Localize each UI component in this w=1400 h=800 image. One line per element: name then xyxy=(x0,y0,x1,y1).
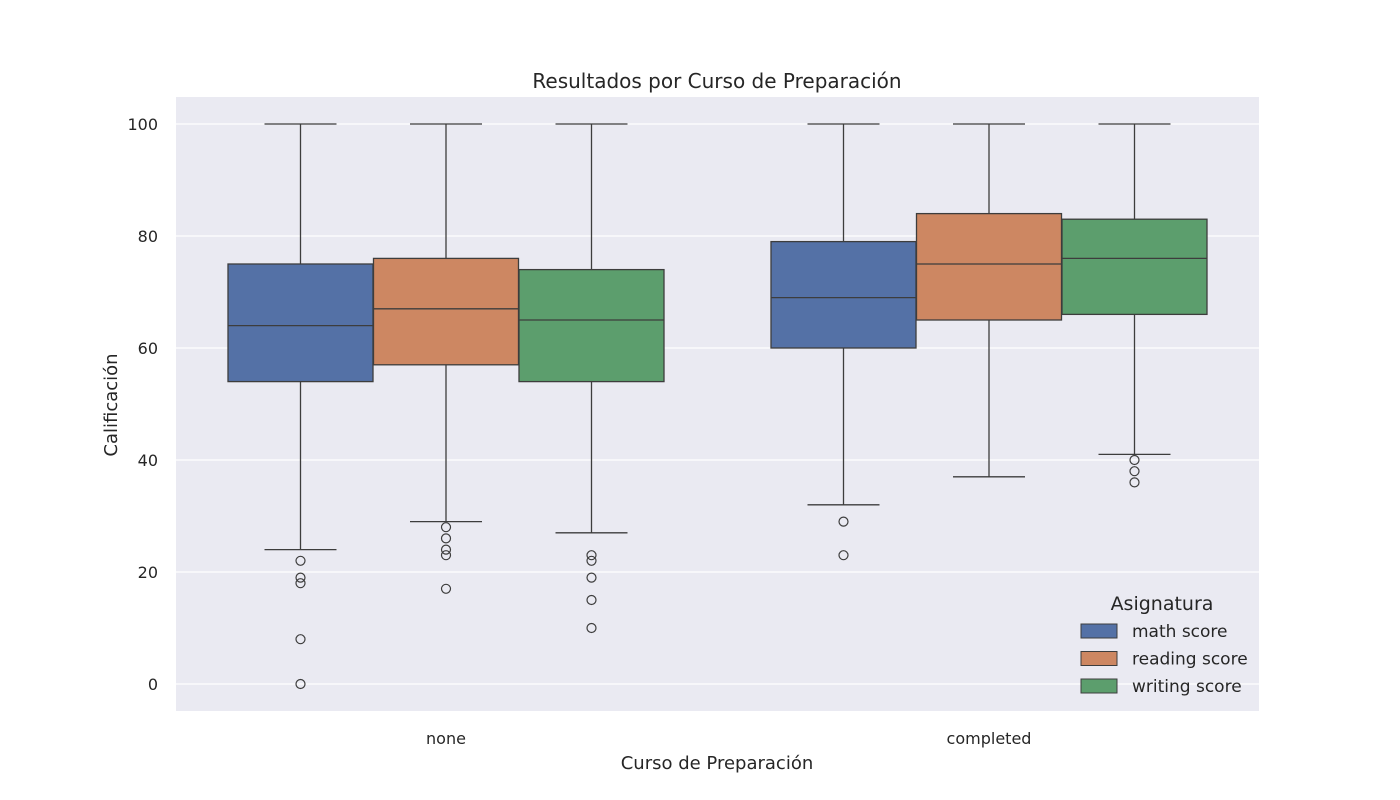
x-tick-label: completed xyxy=(947,729,1032,748)
legend-item: math score xyxy=(1080,622,1228,642)
box-body xyxy=(227,263,374,383)
y-tick-label: 40 xyxy=(138,451,158,470)
outlier-point xyxy=(838,550,849,561)
box-reading-score-none xyxy=(372,123,520,594)
outlier-point xyxy=(1129,477,1140,488)
outlier-point xyxy=(295,572,306,583)
legend-title: Asignatura xyxy=(1111,593,1214,615)
y-tick-label: 100 xyxy=(127,115,158,134)
plot-area-background xyxy=(176,97,1259,711)
outlier-point xyxy=(295,555,306,566)
outlier-point xyxy=(1129,466,1140,477)
legend-swatch xyxy=(1080,623,1118,639)
outlier-point xyxy=(1129,454,1140,466)
outlier-point xyxy=(440,544,452,555)
legend-label: reading score xyxy=(1132,650,1248,670)
box-math-score-completed xyxy=(770,123,917,561)
outlier-point xyxy=(586,550,597,561)
x-tick-labels: none completed xyxy=(426,729,1031,748)
box-body xyxy=(518,268,665,383)
y-tick-label: 20 xyxy=(138,563,158,582)
outlier-point xyxy=(586,594,597,606)
box-body xyxy=(372,257,520,366)
legend-item: writing score xyxy=(1080,677,1242,697)
box-body xyxy=(770,240,917,349)
box-body xyxy=(1061,218,1208,316)
outlier-point xyxy=(295,678,306,690)
legend-swatch xyxy=(1080,651,1118,666)
outlier-point xyxy=(295,634,306,645)
y-tick-label: 0 xyxy=(148,675,158,694)
box-body xyxy=(915,212,1063,321)
legend-items: math score reading score writing score xyxy=(1080,622,1248,697)
outlier-point xyxy=(295,578,306,589)
legend-label: writing score xyxy=(1132,677,1242,697)
outlier-point xyxy=(440,583,452,594)
y-axis-label: Calificación xyxy=(101,353,122,456)
outlier-point xyxy=(440,550,452,561)
outlier-point xyxy=(440,522,452,533)
y-tick-label: 80 xyxy=(138,227,158,246)
chart-title: Resultados por Curso de Preparación xyxy=(532,69,901,93)
legend: Asignatura math score reading score writin… xyxy=(1080,593,1248,697)
y-tick-labels: 0 20 40 60 80 100 xyxy=(127,115,158,694)
x-tick-label: none xyxy=(426,729,466,748)
box-writing-score-completed xyxy=(1061,123,1208,488)
outlier-point xyxy=(838,516,849,527)
outlier-point xyxy=(586,572,597,583)
box-reading-score-completed xyxy=(915,123,1063,478)
box-writing-score-none xyxy=(518,123,665,634)
outlier-point xyxy=(440,533,452,544)
legend-swatch xyxy=(1080,678,1118,694)
legend-item: reading score xyxy=(1080,650,1248,670)
outlier-point xyxy=(586,555,597,566)
legend-label: math score xyxy=(1132,622,1228,642)
outlier-point xyxy=(586,622,597,634)
y-tick-label: 60 xyxy=(138,339,158,358)
x-axis-label: Curso de Preparación xyxy=(621,753,814,774)
boxes xyxy=(227,123,1208,690)
